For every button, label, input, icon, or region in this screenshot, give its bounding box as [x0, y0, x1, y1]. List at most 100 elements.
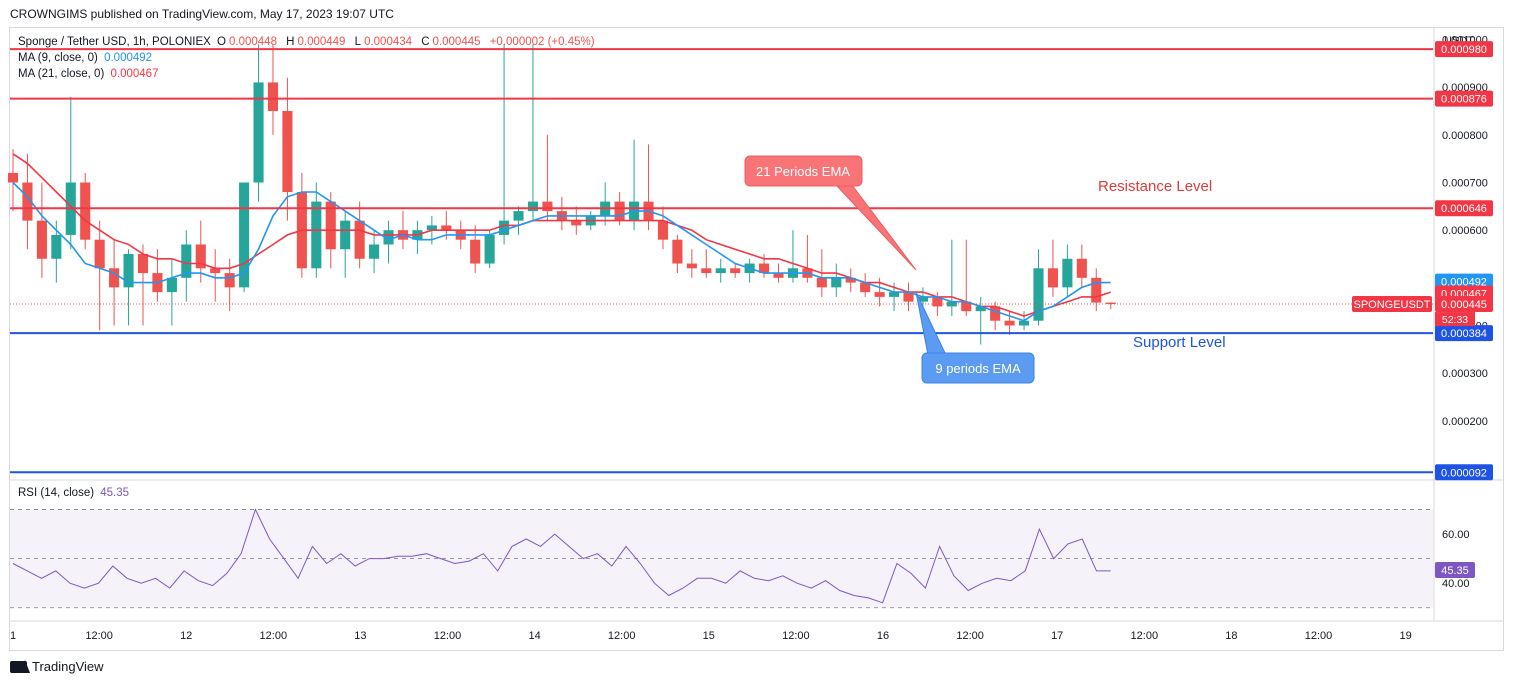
price-tick-label: 0.000300 — [1442, 368, 1488, 380]
time-tick-label: 12:00 — [85, 630, 113, 642]
candle-body — [1076, 258, 1087, 278]
candle-body — [1033, 268, 1044, 321]
candle-body — [571, 220, 582, 226]
candle-body — [903, 292, 914, 302]
ma9-value: 0.000492 — [104, 52, 153, 64]
candle-body — [701, 268, 712, 274]
candle-body — [657, 220, 669, 240]
candle-body — [195, 244, 206, 269]
time-tick-label: 18 — [1225, 630, 1237, 642]
candle-body — [1018, 320, 1030, 326]
ma9-line — [12, 181, 1111, 322]
candle-body — [340, 220, 351, 250]
footer-brand-text: TradingView — [32, 659, 104, 674]
time-tick-label: 17 — [1051, 630, 1063, 642]
candle-body — [109, 268, 120, 288]
time-tick-label: 12:00 — [1305, 630, 1333, 642]
time-tick-label: 13 — [354, 630, 366, 642]
time-tick-label: 12:00 — [956, 630, 984, 642]
candle-body — [137, 254, 149, 274]
legend-ma21-row: MA (21, close, 0) 0.000467 — [18, 68, 161, 80]
rsi-value: 45.35 — [100, 487, 130, 499]
support-level-label: Support Level — [1133, 334, 1226, 351]
candle-body — [1105, 302, 1116, 305]
candle-body — [311, 201, 322, 269]
rsi-value-tag — [1435, 562, 1475, 579]
ma9-label: MA (9, close, 0) — [18, 52, 98, 64]
candle-body — [1047, 268, 1058, 288]
candle-body — [542, 201, 553, 212]
candle-body — [80, 182, 91, 240]
candle-body — [325, 201, 336, 250]
candle-body — [686, 263, 697, 269]
candle-body — [239, 182, 250, 288]
level-price-tag — [1435, 41, 1493, 58]
publisher-header: CROWNGIMS published on TradingView.com, … — [10, 7, 394, 21]
rsi-tick-label: 60.00 — [1442, 529, 1470, 541]
candle-body — [917, 296, 928, 302]
candle-body — [845, 277, 856, 283]
candle-body — [831, 277, 842, 288]
candle-body — [614, 201, 625, 221]
legend-symbol: Sponge / Tether USD, 1h, POLONIEX — [18, 36, 211, 48]
candle-body — [1091, 277, 1102, 303]
candle-body — [730, 268, 741, 274]
candle-body — [1004, 320, 1015, 326]
candle-body — [715, 268, 726, 274]
ema21-callout-label: 21 Periods EMA — [756, 164, 850, 179]
time-tick-label: 12:00 — [782, 630, 810, 642]
candle-body — [36, 220, 47, 259]
chart-frame — [9, 27, 1504, 651]
level-price-label: 0.000876 — [1441, 94, 1487, 106]
rsi-line — [12, 508, 1111, 604]
resistance-level-label: Resistance Level — [1098, 178, 1212, 195]
level-price-label: 0.000980 — [1441, 44, 1487, 56]
candle-body — [975, 306, 986, 312]
candle-body — [874, 292, 885, 297]
candle-body — [166, 277, 177, 293]
ma21-label: MA (21, close, 0) — [18, 68, 105, 80]
candle-body — [499, 220, 510, 235]
candle-body — [369, 244, 380, 259]
candle-body — [383, 230, 394, 245]
candle-body — [7, 172, 19, 183]
tradingview-logo-icon — [10, 659, 30, 673]
ohlc-high: 0.000449 — [297, 36, 346, 48]
candle-body — [224, 273, 235, 288]
level-price-tag — [1435, 325, 1493, 342]
ma21-value: 0.000467 — [110, 68, 159, 80]
time-tick-label: 1 — [10, 630, 16, 642]
candle-body — [470, 239, 481, 264]
level-price-tag — [1435, 90, 1493, 107]
ema9-callout-label: 9 periods EMA — [935, 361, 1021, 376]
level-price-tag — [1435, 200, 1493, 217]
legend-rsi-row: RSI (14, close) 45.35 — [18, 487, 132, 499]
candle-body — [354, 220, 365, 259]
candle-body — [1062, 258, 1073, 288]
time-tick-label: 12:00 — [608, 630, 636, 642]
ohlc-high-key: H — [286, 36, 295, 48]
ohlc-low-key: L — [354, 36, 362, 48]
candle-body — [773, 273, 784, 278]
rsi-tick-label: 40.00 — [1442, 578, 1470, 590]
candle-body — [282, 111, 293, 193]
candle-body — [22, 182, 33, 221]
symbol-tag — [1352, 296, 1432, 313]
candle-body — [932, 296, 943, 307]
time-tick-label: 12 — [180, 630, 192, 642]
countdown-tag — [1435, 312, 1475, 327]
ohlc-close-key: C — [421, 36, 430, 48]
candle-body — [94, 239, 105, 269]
ohlc-change: +0.000002 (+0.45%) — [489, 36, 595, 48]
level-price-label: 0.000646 — [1441, 203, 1487, 215]
candle-body — [860, 282, 871, 293]
candle-body — [990, 306, 1001, 321]
candle-body — [123, 254, 134, 288]
candle-body — [210, 268, 221, 274]
candle-body — [946, 301, 957, 307]
ema9-callout-box — [921, 352, 1035, 384]
level-price-label: 0.000092 — [1441, 467, 1487, 479]
legend-symbol-row: Sponge / Tether USD, 1h, POLONIEX O 0.000… — [18, 36, 598, 48]
time-tick-label: 12:00 — [260, 630, 288, 642]
